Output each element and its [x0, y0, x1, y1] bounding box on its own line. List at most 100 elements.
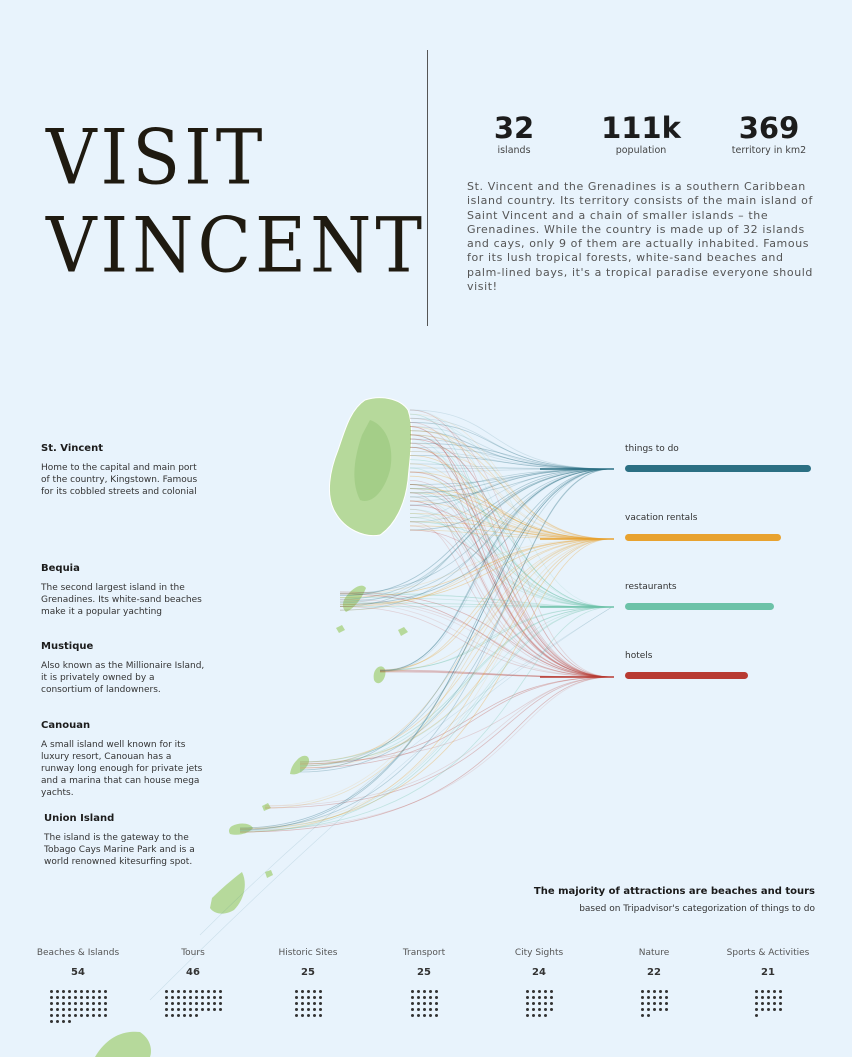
attraction-dot: [537, 996, 541, 999]
flow-line: [409, 468, 613, 523]
attraction-dot: [294, 990, 298, 993]
flow-line: [409, 446, 613, 608]
stat-islands: 32 islands: [459, 112, 569, 156]
attraction-dot: [85, 1008, 89, 1011]
attraction-dot: [67, 1020, 71, 1023]
flow-line: [239, 468, 613, 830]
attraction-dot: [543, 990, 547, 993]
flow-line: [339, 606, 613, 678]
attraction-label: Transport: [402, 948, 446, 958]
attraction-dot: [91, 1002, 95, 1005]
flow-line: [409, 426, 613, 470]
attraction-dot: [55, 996, 59, 999]
flow-line: [409, 479, 613, 678]
flow-line: [409, 413, 613, 540]
attraction-dot: [300, 1002, 304, 1005]
attraction-dot: [194, 1014, 198, 1017]
attraction-dot: [164, 1002, 168, 1005]
attraction-dot: [549, 996, 553, 999]
attraction-dot: [182, 1002, 186, 1005]
attraction-dot: [778, 1002, 782, 1005]
flow-line: [409, 496, 613, 678]
stat-label: population: [615, 145, 667, 156]
attraction-dot: [422, 996, 426, 999]
attraction-dot: [646, 1008, 650, 1011]
category-things-to-do: things to do: [625, 444, 815, 472]
attraction-dot: [79, 1008, 83, 1011]
flow-line: [409, 488, 613, 608]
dot-matrix: [525, 990, 553, 1017]
flow-line: [339, 468, 613, 611]
island-description: The second largest island in the Grenadi…: [41, 583, 202, 617]
attraction-dot: [97, 1008, 101, 1011]
island-name: Canouan: [41, 720, 91, 731]
attraction-dot: [778, 996, 782, 999]
flow-line: [339, 600, 613, 678]
attraction-dot: [294, 1008, 298, 1011]
attraction-dot: [760, 1008, 764, 1011]
attraction-dot: [294, 1014, 298, 1017]
attraction-label: City Sights: [514, 948, 564, 958]
category-label: things to do: [625, 444, 679, 454]
flow-line: [339, 591, 613, 678]
attraction-dot: [646, 990, 650, 993]
flow-line: [339, 593, 613, 678]
dot-matrix: [640, 990, 668, 1017]
flow-line: [409, 508, 613, 678]
flow-line: [409, 468, 613, 518]
flow-line: [239, 468, 613, 831]
flow-line: [409, 467, 613, 608]
flow-line: [409, 484, 613, 678]
attraction-dot: [646, 996, 650, 999]
flow-line: [409, 455, 613, 540]
attraction-dot: [49, 1008, 53, 1011]
flow-line: [299, 676, 613, 763]
flow-line: [409, 468, 613, 498]
flow-line: [409, 430, 613, 470]
attraction-dot: [760, 990, 764, 993]
attraction-dot: [778, 990, 782, 993]
attraction-dot: [176, 1014, 180, 1017]
attraction-dot: [549, 990, 553, 993]
attraction-dot: [73, 990, 77, 993]
flow-line: [264, 676, 613, 807]
flow-line: [409, 468, 613, 502]
attraction-dot: [55, 1014, 59, 1017]
flow-line: [409, 492, 613, 608]
attraction-dot: [525, 1008, 529, 1011]
attraction-dot: [306, 1008, 310, 1011]
attraction-dot: [194, 996, 198, 999]
island-card-st-vincent: St. Vincent Home to the capital and main…: [41, 443, 206, 498]
category-label: restaurants: [625, 582, 677, 592]
attraction-dot: [766, 996, 770, 999]
attraction-count: 24: [532, 967, 546, 978]
island-description: The island is the gateway to the Tobago …: [44, 833, 195, 867]
attraction-dot: [49, 1002, 53, 1005]
flow-line: [409, 484, 613, 608]
attraction-dot: [200, 996, 204, 999]
attraction-dot: [103, 990, 107, 993]
flow-line: [339, 468, 613, 604]
flow-line: [409, 459, 613, 608]
attraction-category: Nature 22: [599, 948, 709, 1017]
attraction-count: 25: [417, 967, 431, 978]
attraction-dot: [176, 1002, 180, 1005]
attraction-dot: [658, 996, 662, 999]
category-vacation-rentals: vacation rentals: [625, 513, 815, 541]
flow-line: [299, 538, 613, 765]
attraction-dot: [194, 990, 198, 993]
attraction-dot: [306, 1014, 310, 1017]
flow-line: [409, 525, 613, 678]
attraction-dot: [754, 996, 758, 999]
stat-value: 32: [493, 111, 535, 145]
flow-line: [339, 468, 613, 600]
attraction-dot: [312, 1008, 316, 1011]
attraction-dot: [318, 990, 322, 993]
attraction-dot: [537, 1008, 541, 1011]
flow-line: [299, 468, 613, 767]
attraction-dot: [182, 996, 186, 999]
attraction-label: Sports & Activities: [726, 948, 810, 958]
category-label: vacation rentals: [625, 513, 698, 523]
attraction-category: Beaches & Islands 54: [23, 948, 133, 1023]
island-card-bequia: Bequia The second largest island in the …: [41, 563, 206, 618]
